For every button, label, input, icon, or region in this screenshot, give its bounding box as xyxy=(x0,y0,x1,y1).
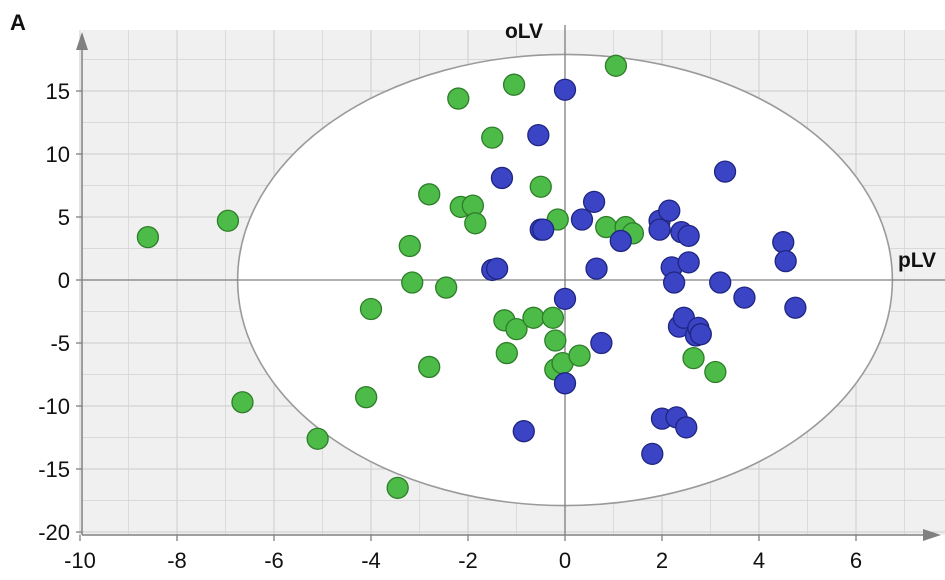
data-point xyxy=(359,297,383,321)
y-tick-label: -20 xyxy=(38,520,70,545)
data-point xyxy=(541,306,565,329)
data-point xyxy=(641,442,664,466)
data-point xyxy=(485,257,509,280)
panel-label: A xyxy=(10,10,26,35)
data-point xyxy=(544,329,567,352)
x-axis-arrow xyxy=(923,529,941,541)
data-point xyxy=(502,73,526,96)
data-point xyxy=(689,323,712,346)
data-point xyxy=(216,209,240,232)
y-tick-label: 10 xyxy=(46,142,70,167)
point-series-1 xyxy=(136,54,727,500)
data-point xyxy=(648,218,671,241)
x-tick-label: 4 xyxy=(753,548,765,573)
data-point xyxy=(709,271,732,294)
x-tick-label: 6 xyxy=(850,548,862,573)
data-point xyxy=(553,78,577,101)
data-point xyxy=(529,175,552,198)
data-point xyxy=(532,218,555,241)
axes xyxy=(76,25,945,541)
y-tick-label: 15 xyxy=(46,79,70,104)
y-tick-label: -15 xyxy=(38,457,70,482)
data-point xyxy=(512,420,535,443)
data-point xyxy=(568,344,591,367)
data-point xyxy=(590,331,613,355)
data-point xyxy=(490,166,514,190)
data-point xyxy=(784,296,807,319)
y-tick-label: -10 xyxy=(38,394,70,419)
data-point xyxy=(713,160,737,183)
data-point xyxy=(704,360,727,384)
y-tick-label: 5 xyxy=(58,205,70,230)
data-point xyxy=(306,427,329,450)
x-tick-label: -8 xyxy=(167,548,187,573)
point-series-2 xyxy=(481,78,807,466)
data-point xyxy=(675,416,698,439)
data-point xyxy=(505,317,528,341)
data-point xyxy=(522,306,545,329)
y-tick-label: 0 xyxy=(58,268,70,293)
data-point xyxy=(585,257,608,280)
data-point xyxy=(553,372,577,395)
x-tick-label: -4 xyxy=(361,548,381,573)
x-axis-label: pLV xyxy=(898,249,936,272)
data-point xyxy=(609,229,632,253)
x-tick-label: 2 xyxy=(656,548,668,573)
data-point xyxy=(464,212,487,235)
data-point xyxy=(418,183,441,206)
data-point xyxy=(231,391,254,414)
data-point xyxy=(481,126,504,149)
x-tick-label: -6 xyxy=(264,548,284,573)
data-point xyxy=(772,231,795,254)
data-point xyxy=(398,234,421,258)
x-tick-label: -2 xyxy=(458,548,478,573)
x-tick-label: 0 xyxy=(559,548,571,573)
data-point xyxy=(447,87,470,110)
data-point xyxy=(682,346,705,370)
x-tick-label: -10 xyxy=(64,548,96,573)
data-point xyxy=(418,355,441,379)
data-points xyxy=(136,54,807,500)
data-point xyxy=(774,249,797,273)
data-point xyxy=(354,386,378,409)
y-axis-arrow xyxy=(76,32,88,50)
y-axis-label: oLV xyxy=(505,20,543,43)
data-point xyxy=(401,271,424,294)
data-point xyxy=(662,271,686,294)
data-point xyxy=(658,199,681,222)
data-point xyxy=(495,341,518,365)
data-point xyxy=(570,208,594,231)
y-tick-label: -5 xyxy=(50,331,70,356)
data-point xyxy=(527,123,550,147)
data-point xyxy=(386,476,409,500)
data-point xyxy=(677,251,700,274)
data-point xyxy=(136,226,160,249)
data-point xyxy=(582,190,606,214)
data-point xyxy=(553,287,577,311)
data-point xyxy=(677,224,700,248)
data-point xyxy=(435,276,458,299)
data-point xyxy=(604,54,628,77)
data-point xyxy=(733,286,756,309)
